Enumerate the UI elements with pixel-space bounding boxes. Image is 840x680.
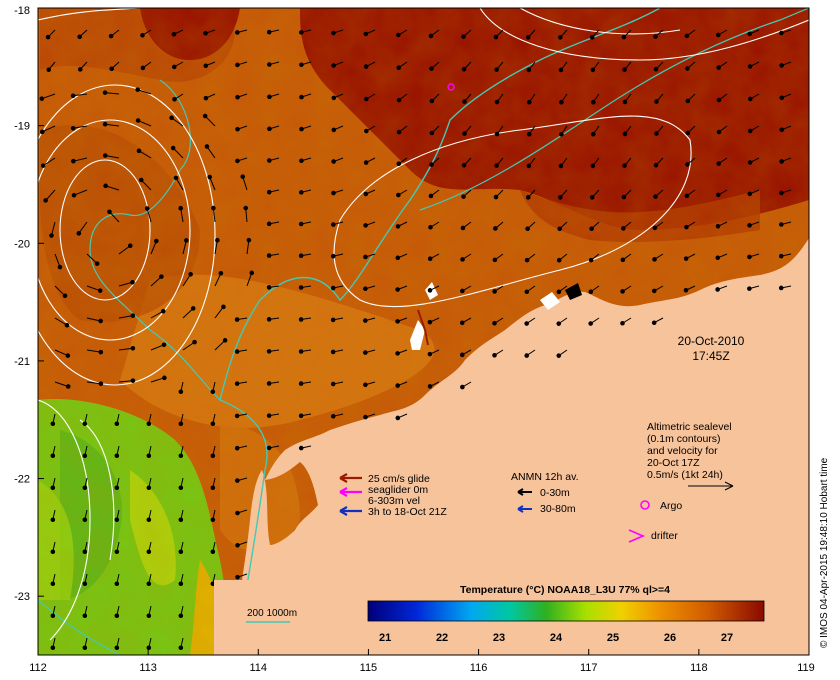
colorbar-tick-label: 23	[493, 632, 505, 644]
svg-text:ANMN 12h av.: ANMN 12h av.	[511, 471, 579, 483]
svg-text:(0.1m contours): (0.1m contours)	[647, 433, 721, 445]
lon-tick-label: 119	[797, 662, 815, 674]
svg-text:Altimetric sealevel: Altimetric sealevel	[647, 421, 732, 433]
timestamp-date: 20-Oct-2010	[678, 334, 745, 348]
lat-tick-label: -23	[14, 591, 30, 603]
svg-text:20-Oct 17Z: 20-Oct 17Z	[647, 457, 700, 469]
svg-text:6-303m vel: 6-303m vel	[368, 495, 420, 507]
lat-tick-label: -22	[14, 474, 30, 486]
lon-tick-label: 113	[139, 662, 157, 674]
colorbar	[367, 600, 765, 622]
longitude-axis: 112 113 114 115 116 117 118 119	[29, 649, 815, 674]
land-mass	[235, 238, 809, 655]
svg-text:0.5m/s (1kt 24h): 0.5m/s (1kt 24h)	[647, 469, 723, 481]
drifter-label: drifter	[651, 530, 678, 542]
isobath-legend-label: 200 1000m	[247, 608, 297, 619]
map-frame	[37, 7, 810, 656]
colorbar-tick-label: 21	[379, 632, 391, 644]
timestamp-time: 17:45Z	[692, 349, 729, 363]
colorbar-tick-label: 24	[550, 632, 563, 644]
drifter-marker	[628, 529, 646, 543]
latitude-axis: -18 -19 -20 -21 -22 -23	[14, 5, 44, 603]
colorbar-tick-label: 25	[607, 632, 619, 644]
lat-tick-label: -19	[14, 121, 30, 133]
colorbar-tick-label: 22	[436, 632, 448, 644]
svg-text:0-30m: 0-30m	[540, 487, 570, 499]
colorbar-ticks: 21 22 23 24 25 26 27	[379, 632, 733, 644]
glider-legend: 25 cm/s glide seaglider 0m 6-303m vel 3h…	[339, 473, 447, 518]
svg-text:and velocity for: and velocity for	[647, 445, 718, 457]
lon-tick-label: 118	[690, 662, 708, 674]
colorbar-title: Temperature (°C) NOAA18_L3U 77% ql>=4	[460, 584, 670, 596]
lat-tick-label: -18	[14, 5, 30, 17]
svg-text:30-80m: 30-80m	[540, 503, 576, 515]
island	[410, 320, 425, 350]
lon-tick-label: 116	[470, 662, 488, 674]
anmn-legend: ANMN 12h av. 0-30m 30-80m	[511, 471, 579, 515]
svg-text:3h to 18-Oct 21Z: 3h to 18-Oct 21Z	[368, 506, 447, 518]
colorbar-tick-label: 26	[664, 632, 676, 644]
velocity-arrows	[39, 29, 792, 651]
lon-tick-label: 112	[29, 662, 47, 674]
sea-level-contours	[38, 8, 809, 641]
argo-label: Argo	[660, 500, 682, 512]
credit-line: © IMOS 04-Apr-2015 19:48:10 Hobart time	[819, 457, 830, 648]
isobath-1000m	[419, 8, 809, 211]
lat-tick-label: -21	[14, 356, 30, 368]
argo-marker	[640, 500, 650, 510]
colorbar-tick-label: 27	[721, 632, 733, 644]
isobath-200m	[219, 8, 661, 651]
altimetry-legend: Altimetric sealevel (0.1m contours) and …	[647, 421, 734, 491]
argo-float	[447, 83, 455, 91]
svg-text:seaglider 0m: seaglider 0m	[368, 484, 428, 496]
lon-tick-label: 115	[360, 662, 378, 674]
lon-tick-label: 117	[580, 662, 598, 674]
lon-tick-label: 114	[250, 662, 268, 674]
svg-text:25 cm/s glide: 25 cm/s glide	[368, 473, 430, 485]
lat-tick-label: -20	[14, 238, 30, 250]
